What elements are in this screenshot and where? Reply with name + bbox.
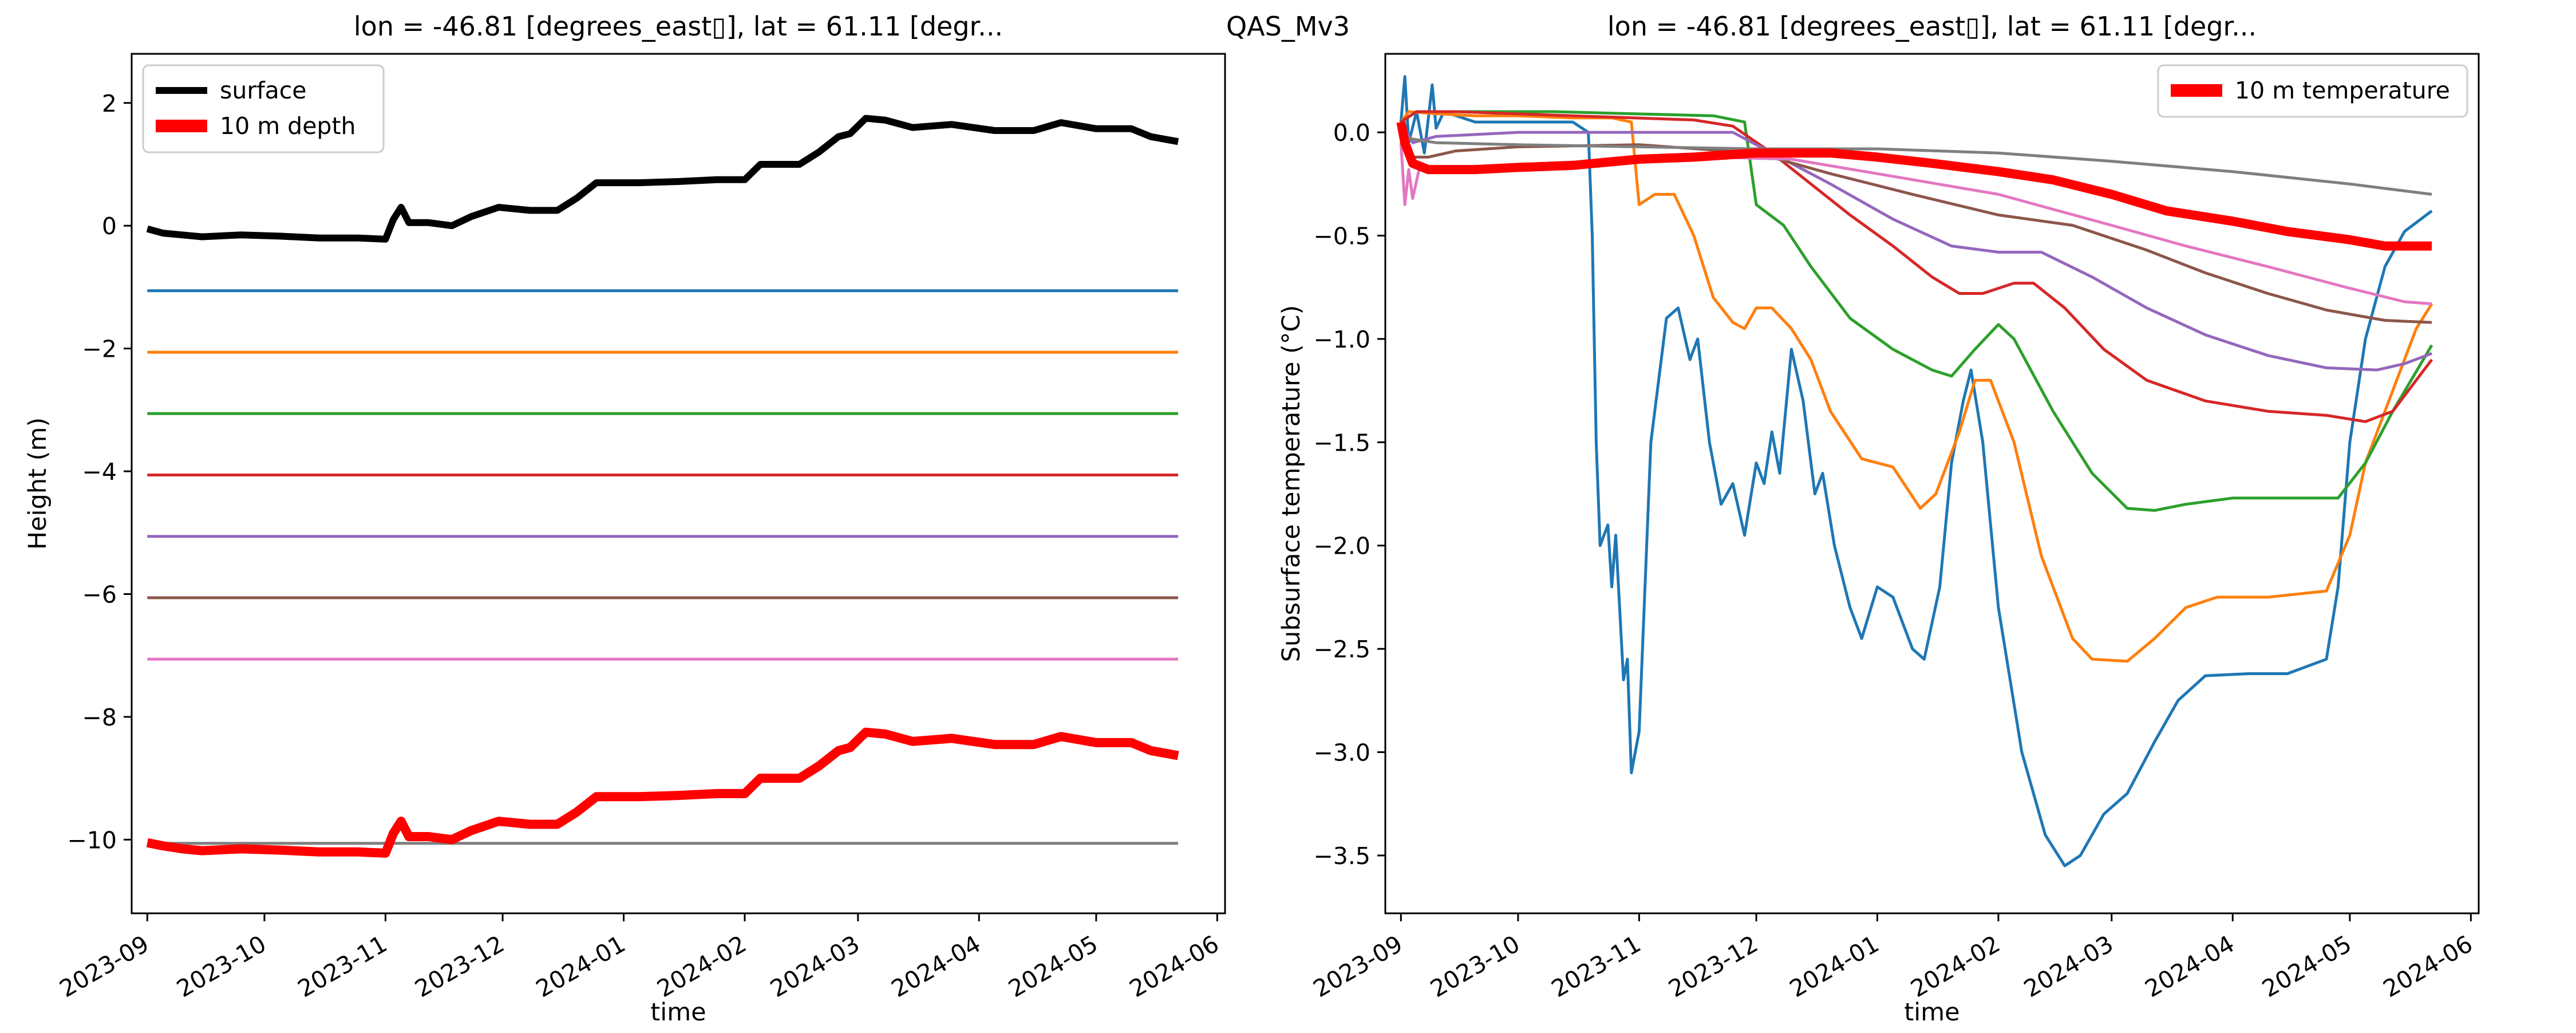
left-legend-label-0: surface: [220, 77, 307, 104]
left-xtick-label-4: 2024-01: [531, 930, 630, 1003]
right-series-line-2: [1400, 110, 2433, 512]
left-xtick-label-7: 2024-04: [887, 930, 985, 1003]
right-series-line-3: [1400, 110, 2433, 423]
left-xtick-label-6: 2024-03: [765, 930, 864, 1003]
left-ytick-label-2: −2: [82, 336, 117, 363]
left-x-axis-label: time: [650, 998, 706, 1027]
right-xtick-label-7: 2024-04: [2140, 930, 2239, 1003]
left-ytick-label-5: −8: [82, 704, 117, 731]
right-chart-temperature: lon = -46.81 [degrees_east▯], lat = 61.1…: [1277, 11, 2480, 1027]
right-legend: 10 m temperature: [2157, 64, 2468, 118]
left-ytick-label-1: 0: [102, 212, 117, 240]
right-ytick-label-4: −2.0: [1313, 533, 1370, 560]
left-xtick-label-9: 2024-06: [1125, 930, 1223, 1003]
left-ytick-label-0: 2: [102, 90, 117, 117]
left-chart-title: lon = -46.81 [degrees_east▯], lat = 61.1…: [354, 11, 1003, 42]
right-ytick-label-5: −2.5: [1313, 636, 1370, 663]
left-xtick-label-5: 2024-02: [653, 930, 751, 1003]
right-xtick-label-5: 2024-02: [1906, 930, 2005, 1003]
left-ytick-label-6: −10: [67, 826, 117, 854]
right-xtick-label-3: 2023-12: [1664, 930, 1763, 1003]
right-x-axis-label: time: [1904, 998, 1959, 1027]
left-xtick-label-1: 2023-10: [172, 930, 271, 1003]
left-xtick-label-3: 2023-12: [410, 930, 509, 1003]
right-series-group: [1396, 75, 2433, 868]
right-xtick-label-4: 2024-01: [1785, 930, 1883, 1003]
right-ytick-label-3: −1.5: [1313, 429, 1370, 456]
left-ytick-label-3: −4: [82, 458, 117, 486]
left-xtick-label-2: 2023-11: [293, 930, 392, 1003]
right-series-line-1: [1400, 110, 2433, 663]
right-xtick-label-9: 2024-06: [2379, 930, 2477, 1003]
right-ytick-label-2: −1.0: [1313, 326, 1370, 353]
right-series-line-4: [1400, 121, 2432, 372]
right-legend-box: [2157, 64, 2468, 118]
left-series-line-0: [146, 115, 1179, 243]
left-legend-label-1: 10 m depth: [220, 112, 356, 140]
right-xtick-label-0: 2023-09: [1309, 930, 1407, 1003]
right-legend-label-0: 10 m temperature: [2235, 77, 2450, 104]
right-ytick-label-0: 0.0: [1333, 119, 1370, 147]
left-xtick-label-0: 2023-09: [55, 930, 153, 1003]
right-xtick-label-8: 2024-05: [2258, 930, 2356, 1003]
right-xtick-label-1: 2023-10: [1426, 930, 1524, 1003]
right-series-line-5: [1399, 121, 2432, 324]
left-xtick-label-8: 2024-05: [1004, 930, 1103, 1003]
right-series-line-8: [1396, 121, 2432, 251]
left-axes-frame: [131, 53, 1226, 914]
figure-suptitle: QAS_Mv3: [1226, 11, 1350, 42]
left-legend: surface 10 m depth: [142, 64, 385, 153]
left-series-line-9: [146, 727, 1179, 858]
right-y-axis-label: Subsurface temperature (°C): [1277, 305, 1306, 662]
right-ytick-label-7: −3.5: [1313, 842, 1370, 870]
left-series-group: [146, 115, 1179, 858]
right-xtick-label-2: 2023-11: [1547, 930, 1645, 1003]
right-axes-frame: [1384, 53, 2480, 914]
left-chart-height: lon = -46.81 [degrees_east▯], lat = 61.1…: [23, 11, 1226, 1027]
right-ytick-label-1: −0.5: [1313, 223, 1370, 250]
right-xtick-label-6: 2024-03: [2019, 930, 2117, 1003]
right-ytick-label-6: −3.0: [1313, 739, 1370, 767]
right-series-line-0: [1399, 75, 2433, 868]
left-y-axis-label: Height (m): [23, 417, 52, 550]
left-ytick-label-4: −6: [82, 581, 117, 608]
right-chart-title: lon = -46.81 [degrees_east▯], lat = 61.1…: [1607, 11, 2257, 42]
